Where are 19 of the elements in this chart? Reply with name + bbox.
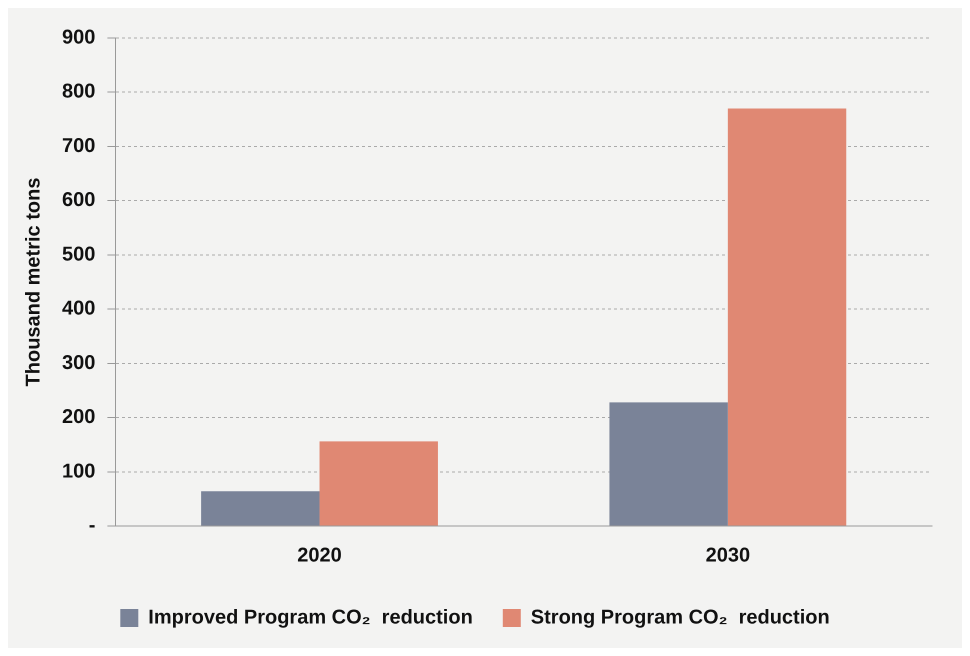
bar [728, 108, 846, 526]
y-tick-label: 900 [62, 26, 96, 49]
legend-label: Strong Program CO₂ reduction [530, 606, 830, 629]
y-tick-label: 300 [62, 352, 96, 374]
bar [320, 441, 438, 526]
y-tick-label: 500 [62, 243, 96, 266]
y-axis-title: Thousand metric tons [22, 178, 45, 386]
y-tick-label: 100 [62, 460, 96, 482]
y-tick-label: 400 [62, 298, 96, 320]
x-tick-label: 2020 [297, 544, 342, 567]
y-tick-label: 200 [62, 406, 96, 428]
legend-label: Improved Program CO₂ reduction [148, 606, 473, 629]
y-tick-label: 800 [62, 80, 96, 103]
bar [201, 491, 320, 526]
y-tick-label: 600 [62, 189, 96, 212]
y-tick-label: 700 [62, 134, 96, 157]
y-tick-label: - [88, 514, 96, 537]
bar [609, 402, 728, 526]
x-tick-label: 2030 [706, 544, 750, 567]
